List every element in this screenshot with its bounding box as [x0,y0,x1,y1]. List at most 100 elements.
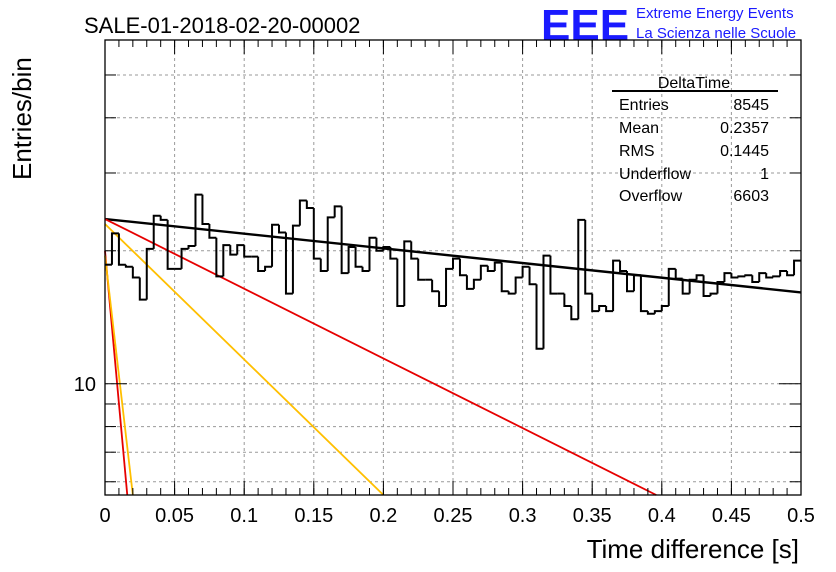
x-tick-label: 0.2 [369,505,397,527]
histogram-bin [152,214,161,249]
stats-value-mean: 0.2357 [720,120,769,137]
histogram-bin [793,259,801,276]
histogram-bin [194,193,203,247]
histogram-bin [431,279,440,293]
histogram-bin [681,278,690,295]
histogram-bin [570,305,579,321]
histogram-bin [340,206,349,275]
chart-title: SALE-01-2018-02-20-00002 [84,13,360,38]
histogram-bin [507,291,516,295]
histogram-bin [730,273,739,279]
stats-value-overflow: 6603 [733,188,769,205]
histogram-bin [514,276,523,294]
x-tick-label: 0.4 [648,505,676,527]
histogram-bin [598,304,607,312]
histogram-bin [723,272,732,282]
histogram-bin [110,232,119,265]
histogram-bin [326,216,335,271]
histogram-bin [271,223,279,267]
histogram-bin [305,200,314,209]
fit-line [104,255,134,496]
fit-line [104,218,657,496]
stats-value-entries: 8545 [733,97,769,114]
histogram-bin [117,233,126,266]
histogram-bin [201,194,210,225]
histogram-bin [716,280,725,294]
logo-mark: EEE [541,1,629,50]
histogram-bin [709,292,718,296]
histogram-bin [744,274,753,277]
histogram-bin [438,291,447,307]
histogram-bin [737,275,746,278]
logo-line-2: La Scienza nelle Scuole [636,25,796,42]
histogram-bin [632,274,641,292]
histogram [105,193,801,350]
histogram-bin [535,284,544,350]
histogram-bin [410,241,419,260]
x-tick-label: 0.1 [230,505,258,527]
histogram-bin [368,236,377,271]
stats-title: DeltaTime [658,75,730,92]
histogram-bin [674,268,683,280]
histogram-bin [229,245,238,256]
histogram-bin [375,237,384,252]
stats-label-mean: Mean [619,120,659,137]
stats-value-underflow: 1 [760,166,769,183]
histogram-bin [584,219,593,295]
histogram-bin [284,232,293,295]
stats-label-underflow: Underflow [619,166,691,183]
fit-curves [104,217,802,496]
stats-label-overflow: Overflow [619,188,683,205]
histogram-bin [626,270,634,293]
histogram-bin [124,264,133,268]
fit-line [104,217,802,294]
histogram-bin [500,262,509,293]
x-tick-label: 0.5 [787,505,815,527]
x-tick-label: 0.35 [573,505,612,527]
histogram-bin [319,258,328,272]
x-tick-label: 0.15 [294,505,333,527]
histogram-bin [688,278,697,294]
x-tick-label: 0.45 [712,505,751,527]
histogram-bin [382,245,391,251]
histogram-bin [521,265,530,278]
histogram-bin [542,254,551,349]
histogram-bin [695,274,704,280]
histogram-bin [333,205,342,218]
x-axis-title: Time difference [s] [587,534,799,564]
y-axis-title: Entries/bin [7,57,37,180]
histogram-bin [243,245,252,258]
histogram-bin [166,219,175,270]
histogram-bin [612,259,621,312]
histogram-bin [528,266,537,286]
histogram-bin [159,215,168,221]
histogram-bin [479,264,488,280]
eee-logo: EEE Extreme Energy Events La Scienza nel… [541,1,796,50]
stats-label-entries: Entries [619,97,669,114]
histogram-bin [347,245,356,274]
histogram-bin [772,275,781,278]
histogram-bin [646,311,655,315]
histogram-bin [298,199,307,226]
histogram-bin [445,267,453,306]
histogram-bin [786,270,795,277]
histogram-bin [563,293,572,307]
histogram-bin [187,245,196,249]
histogram-bin [486,265,495,272]
histogram-bin [208,223,217,239]
histogram-bin [751,275,760,283]
histogram-bin [389,246,398,260]
histogram-bin [660,304,669,312]
histogram-bin [278,224,286,234]
histogram-bin [145,247,154,300]
histogram-bin [591,293,600,313]
x-tick-label: 0.25 [434,505,473,527]
tick-labels: 0 0.05 0.1 0.15 0.2 0.25 0.3 0.35 0.4 0.45 0.5 10 [74,374,815,527]
x-tick-label: 0.05 [155,505,194,527]
histogram-bin [653,310,662,314]
histogram-bin [758,272,767,282]
histogram-bin [667,267,676,306]
x-tick-label: 0.3 [509,505,537,527]
stats-label-rms: RMS [619,143,655,160]
